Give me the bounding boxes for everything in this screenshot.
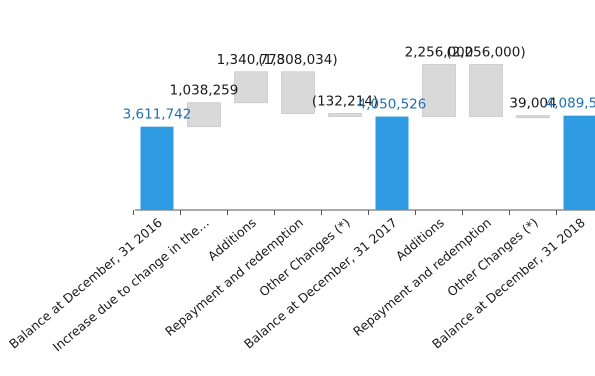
bar-change <box>187 102 221 128</box>
data-label: (132,214) <box>312 94 378 110</box>
data-label: 39,004 <box>509 96 556 112</box>
data-label: 1,340,773 <box>217 52 286 68</box>
data-label: 1,038,259 <box>170 83 239 99</box>
data-label: 4,089,530 <box>546 96 595 112</box>
bar-change <box>281 71 315 114</box>
bar-total <box>375 116 409 210</box>
data-label: 4,050,526 <box>358 97 427 113</box>
bar-total <box>140 126 174 210</box>
bar-change <box>234 71 268 104</box>
bar-change <box>469 64 503 117</box>
bar-change <box>516 115 550 119</box>
bars <box>140 64 595 210</box>
bar-change <box>328 113 362 117</box>
data-label: 2,256,000 <box>405 45 474 61</box>
data-label: (2,256,000) <box>446 45 525 61</box>
data-labels: 3,611,742 1,038,259 1,340,773(1,808,034) (1… <box>123 45 595 123</box>
data-label: (1,808,034) <box>258 52 337 68</box>
bar-change <box>422 64 456 117</box>
x-axis-ticks <box>133 210 557 215</box>
data-label: 3,611,742 <box>123 107 192 123</box>
bar-total <box>563 115 595 210</box>
